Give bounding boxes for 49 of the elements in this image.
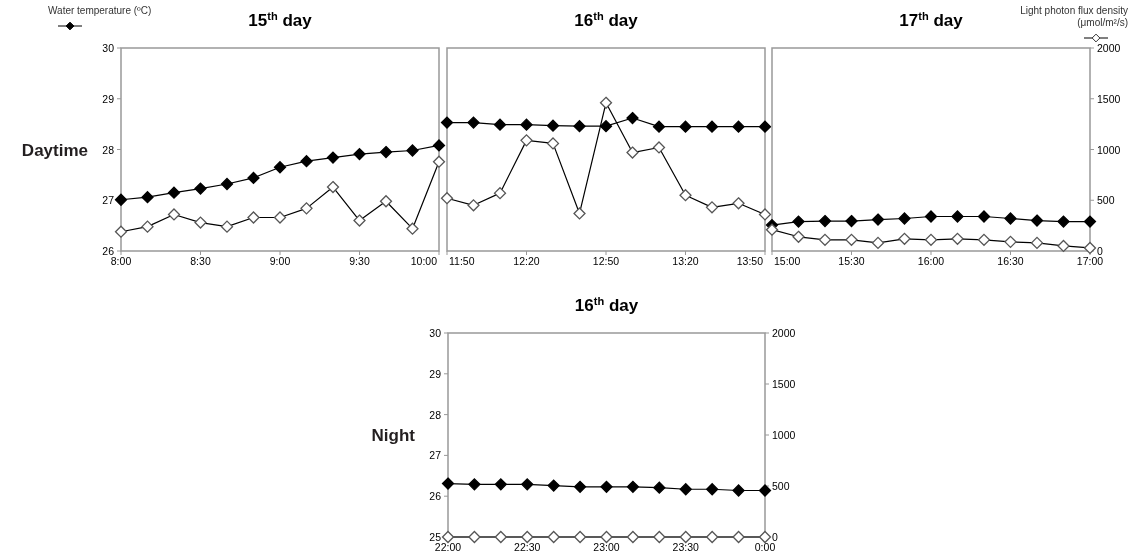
x-tick-label: 22:00: [434, 541, 462, 553]
y-tick-label: 26: [429, 490, 442, 503]
x-tick-label: 15:00: [774, 255, 801, 267]
chart-title: 17$^{th}$ day: [899, 10, 964, 30]
x-tick-label: 9:30: [349, 255, 370, 267]
y-tick-label: 29: [102, 92, 115, 105]
y-tick-label: 30: [429, 327, 442, 339]
y2-tick-label: 500: [772, 480, 790, 492]
legend-entry: Light photon flux density (μmol/m²/s): [1020, 5, 1128, 43]
x-tick-label: 16:00: [917, 255, 945, 267]
x-tick-label: 23:00: [593, 541, 620, 553]
x-tick-label: 15:30: [838, 255, 865, 267]
y-tick-label: 30: [102, 42, 115, 54]
y2-tick-label: 1500: [772, 378, 796, 390]
y-axis-title: Night: [371, 426, 416, 445]
y2-tick-label: 0: [772, 531, 778, 543]
chart-title: 16$^{th}$ day: [574, 295, 639, 315]
x-tick-label: 9:00: [269, 255, 291, 267]
x-tick-label: 12:50: [592, 255, 620, 267]
x-tick-label: 16:30: [997, 255, 1024, 267]
y-tick-label: 27: [102, 194, 115, 207]
y2-tick-label: 1500: [1097, 92, 1121, 105]
y2-tick-label: 2000: [772, 327, 796, 339]
x-tick-label: 0:00: [754, 541, 776, 553]
x-tick-label: 8:00: [110, 255, 132, 267]
y-tick-label: 27: [429, 449, 442, 462]
x-tick-label: 10:00: [410, 255, 438, 267]
x-tick-label: 23:30: [672, 541, 700, 553]
y2-tick-label: 0: [1097, 245, 1103, 257]
x-tick-label: 8:30: [190, 255, 211, 267]
y-tick-label: 26: [102, 245, 115, 257]
y2-tick-label: 500: [1097, 194, 1115, 207]
y-tick-label: 29: [429, 367, 442, 380]
chart-title: 16$^{th}$ day: [574, 10, 639, 30]
y-tick-label: 25: [429, 531, 442, 543]
legend-entry: Water temperature (ºC): [48, 5, 152, 31]
y2-tick-label: 1000: [772, 429, 796, 441]
y2-tick-label: 2000: [1097, 42, 1121, 54]
x-tick-label: 13:20: [672, 255, 699, 267]
x-tick-label: 12:20: [513, 255, 540, 267]
y-tick-label: 28: [429, 408, 442, 421]
y2-tick-label: 1000: [1097, 143, 1121, 156]
y-axis-title: Daytime: [21, 140, 88, 160]
x-tick-label: 22:30: [514, 541, 541, 553]
x-tick-label: 13:50: [736, 255, 764, 267]
y-tick-label: 28: [102, 143, 115, 156]
x-tick-label: 17:00: [1076, 255, 1104, 267]
chart-title: 15$^{th}$ day: [248, 10, 313, 30]
x-tick-label: 11:50: [449, 255, 475, 267]
